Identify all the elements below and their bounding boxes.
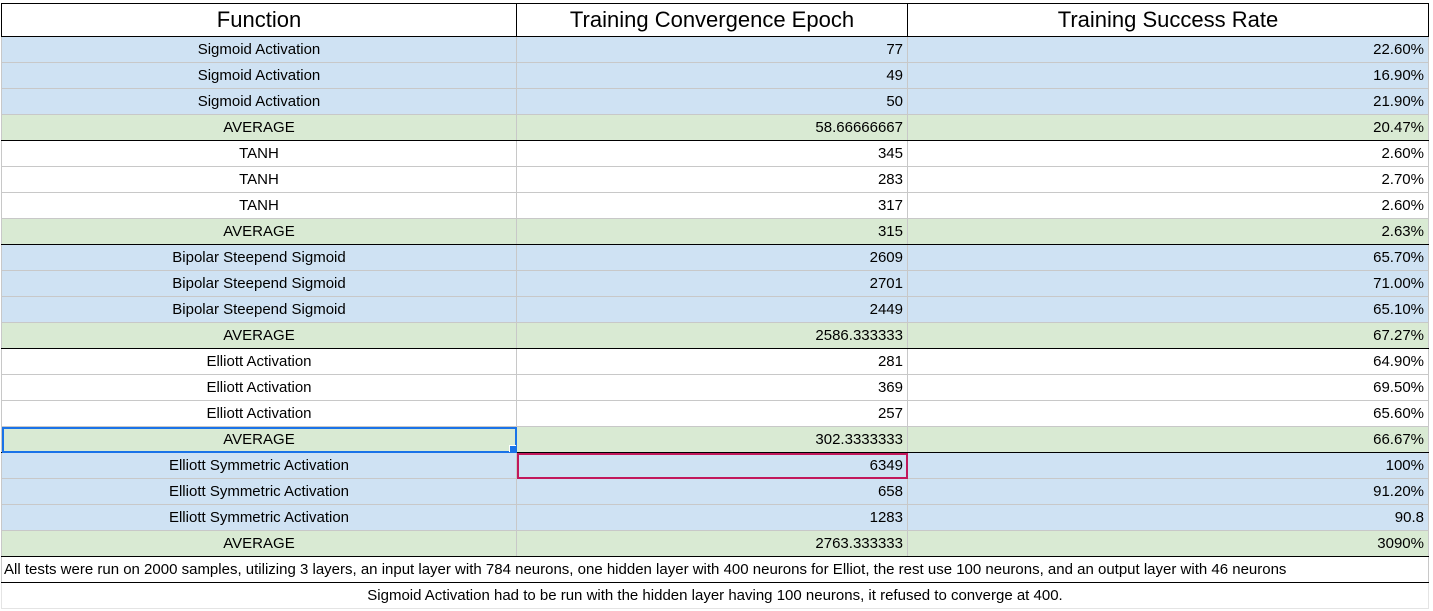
cell-epoch[interactable]: 2763.333333: [516, 530, 908, 557]
cell-text: AVERAGE: [223, 430, 295, 448]
cell-function[interactable]: Sigmoid Activation: [1, 62, 517, 89]
average-row: AVERAGE 302.3333333 66.67%: [1, 426, 1429, 453]
cell-success-rate[interactable]: 22.60%: [907, 36, 1429, 63]
cell-success-rate[interactable]: 66.67%: [907, 426, 1429, 453]
cell-success-rate[interactable]: 69.50%: [907, 374, 1429, 401]
table-row: TANH 283 2.70%: [1, 166, 1429, 193]
cell-epoch[interactable]: 369: [516, 374, 908, 401]
fill-handle[interactable]: [509, 445, 516, 452]
cell-success-rate[interactable]: 3090%: [907, 530, 1429, 557]
cell-function[interactable]: TANH: [1, 192, 517, 219]
cell-function[interactable]: AVERAGE: [1, 218, 517, 245]
table-row: Elliott Symmetric Activation 658 91.20%: [1, 478, 1429, 505]
cell-epoch[interactable]: 77: [516, 36, 908, 63]
cell-success-rate[interactable]: 21.90%: [907, 88, 1429, 115]
header-epoch[interactable]: Training Convergence Epoch: [516, 3, 908, 37]
cell-success-rate[interactable]: 67.27%: [907, 322, 1429, 349]
cell-success-rate[interactable]: 2.70%: [907, 166, 1429, 193]
cell-success-rate[interactable]: 20.47%: [907, 114, 1429, 141]
cell-success-rate[interactable]: 65.10%: [907, 296, 1429, 323]
results-table: Function Training Convergence Epoch Trai…: [1, 3, 1429, 609]
cell-function[interactable]: Bipolar Steepend Sigmoid: [1, 244, 517, 271]
cell-success-rate[interactable]: 71.00%: [907, 270, 1429, 297]
header-row: Function Training Convergence Epoch Trai…: [1, 3, 1429, 37]
cell-epoch[interactable]: 2449: [516, 296, 908, 323]
header-function[interactable]: Function: [1, 3, 517, 37]
cell-function[interactable]: Sigmoid Activation: [1, 88, 517, 115]
cell-function[interactable]: TANH: [1, 140, 517, 167]
note-cell-test-setup[interactable]: All tests were run on 2000 samples, util…: [1, 556, 1429, 583]
table-row: Sigmoid Activation 77 22.60%: [1, 36, 1429, 63]
table-row: Elliott Activation 369 69.50%: [1, 374, 1429, 401]
note-row: Sigmoid Activation had to be run with th…: [1, 582, 1429, 609]
average-row: AVERAGE 315 2.63%: [1, 218, 1429, 245]
table-row: Bipolar Steepend Sigmoid 2449 65.10%: [1, 296, 1429, 323]
cell-function[interactable]: TANH: [1, 166, 517, 193]
cell-epoch[interactable]: 281: [516, 348, 908, 375]
cell-epoch[interactable]: 317: [516, 192, 908, 219]
cell-success-rate[interactable]: 100%: [907, 452, 1429, 479]
table-row: TANH 317 2.60%: [1, 192, 1429, 219]
note-cell-sigmoid[interactable]: Sigmoid Activation had to be run with th…: [1, 582, 1429, 609]
cell-success-rate[interactable]: 2.63%: [907, 218, 1429, 245]
selected-cell-function[interactable]: AVERAGE: [1, 426, 517, 453]
cell-success-rate[interactable]: 65.60%: [907, 400, 1429, 427]
average-row: AVERAGE 2763.333333 3090%: [1, 530, 1429, 557]
cell-success-rate[interactable]: 2.60%: [907, 140, 1429, 167]
cell-success-rate[interactable]: 64.90%: [907, 348, 1429, 375]
cell-function[interactable]: Elliott Symmetric Activation: [1, 452, 517, 479]
cell-function[interactable]: AVERAGE: [1, 530, 517, 557]
table-row: TANH 345 2.60%: [1, 140, 1429, 167]
cell-epoch[interactable]: 2586.333333: [516, 322, 908, 349]
cell-function[interactable]: Sigmoid Activation: [1, 36, 517, 63]
cell-epoch[interactable]: 2701: [516, 270, 908, 297]
cell-epoch[interactable]: 49: [516, 62, 908, 89]
cell-function[interactable]: Elliott Symmetric Activation: [1, 478, 517, 505]
table-row: Sigmoid Activation 50 21.90%: [1, 88, 1429, 115]
cell-function[interactable]: Elliott Symmetric Activation: [1, 504, 517, 531]
cell-function[interactable]: AVERAGE: [1, 322, 517, 349]
cell-success-rate[interactable]: 2.60%: [907, 192, 1429, 219]
cell-function[interactable]: AVERAGE: [1, 114, 517, 141]
cell-function[interactable]: Elliott Activation: [1, 400, 517, 427]
cell-success-rate[interactable]: 65.70%: [907, 244, 1429, 271]
cell-epoch[interactable]: 1283: [516, 504, 908, 531]
cell-epoch[interactable]: 257: [516, 400, 908, 427]
cell-epoch[interactable]: 2609: [516, 244, 908, 271]
table-row: Sigmoid Activation 49 16.90%: [1, 62, 1429, 89]
table-row: Bipolar Steepend Sigmoid 2701 71.00%: [1, 270, 1429, 297]
cell-function[interactable]: Elliott Activation: [1, 348, 517, 375]
header-success-rate[interactable]: Training Success Rate: [907, 3, 1429, 37]
cell-function[interactable]: Elliott Activation: [1, 374, 517, 401]
cell-epoch[interactable]: 50: [516, 88, 908, 115]
cell-function[interactable]: Bipolar Steepend Sigmoid: [1, 270, 517, 297]
table-row: Elliott Symmetric Activation 1283 90.8: [1, 504, 1429, 531]
table-row: Elliott Activation 281 64.90%: [1, 348, 1429, 375]
cell-epoch[interactable]: 345: [516, 140, 908, 167]
table-body: Sigmoid Activation 77 22.60% Sigmoid Act…: [1, 36, 1429, 609]
cell-epoch[interactable]: 315: [516, 218, 908, 245]
cell-epoch[interactable]: 302.3333333: [516, 426, 908, 453]
table-row: Bipolar Steepend Sigmoid 2609 65.70%: [1, 244, 1429, 271]
note-row: All tests were run on 2000 samples, util…: [1, 556, 1429, 583]
cell-epoch[interactable]: 658: [516, 478, 908, 505]
cell-success-rate[interactable]: 91.20%: [907, 478, 1429, 505]
average-row: AVERAGE 2586.333333 67.27%: [1, 322, 1429, 349]
cell-success-rate[interactable]: 90.8: [907, 504, 1429, 531]
cell-epoch[interactable]: 58.66666667: [516, 114, 908, 141]
table-row: Elliott Symmetric Activation 6349 100%: [1, 452, 1429, 479]
cell-success-rate[interactable]: 16.90%: [907, 62, 1429, 89]
cell-epoch[interactable]: 283: [516, 166, 908, 193]
cell-function[interactable]: Bipolar Steepend Sigmoid: [1, 296, 517, 323]
average-row: AVERAGE 58.66666667 20.47%: [1, 114, 1429, 141]
highlighted-cell-epoch[interactable]: 6349: [516, 452, 908, 479]
table-row: Elliott Activation 257 65.60%: [1, 400, 1429, 427]
